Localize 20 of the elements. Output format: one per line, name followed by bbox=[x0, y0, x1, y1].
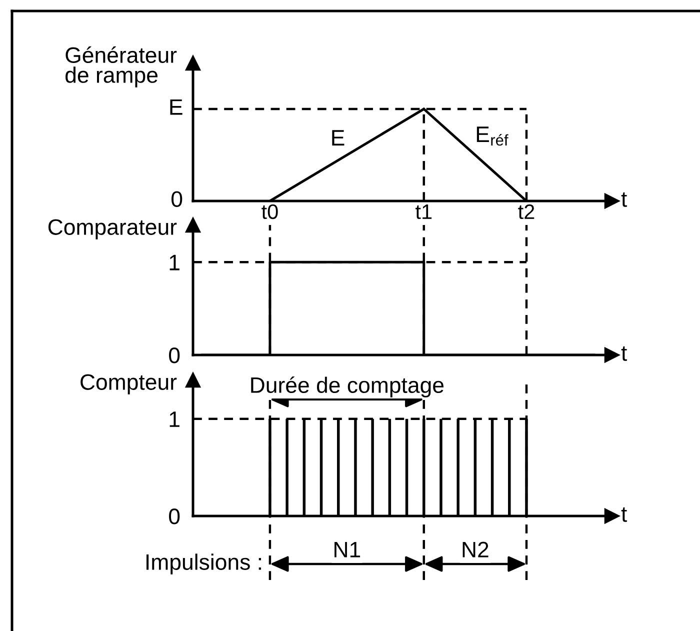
y-axis-title: Comparateur bbox=[48, 219, 177, 240]
x-tick-label: t0 bbox=[262, 204, 278, 220]
series-label: E bbox=[332, 130, 344, 146]
y-tick-label: 0 bbox=[169, 348, 180, 364]
text: N2 bbox=[462, 542, 488, 558]
y-tick-label: 1 bbox=[170, 412, 180, 427]
text: Impulsions : bbox=[146, 554, 261, 574]
y-axis-title: Générateur de rampe bbox=[66, 46, 177, 88]
x-axis-title: t bbox=[621, 346, 628, 361]
x-axis-title: t bbox=[621, 507, 628, 522]
x-tick-label: t2 bbox=[518, 204, 534, 220]
y-tick-label: 0 bbox=[169, 508, 180, 524]
x-tick-label: t1 bbox=[416, 204, 432, 220]
text: N1 bbox=[334, 542, 360, 558]
y-axis-title: Compteur bbox=[80, 374, 177, 394]
series-label: E$_{réf}$ bbox=[476, 126, 508, 146]
annotation: Durée de comptage bbox=[251, 376, 444, 398]
ref-line-label: E bbox=[170, 99, 182, 115]
y-tick-label: 1 bbox=[170, 254, 180, 270]
x-axis-title: t bbox=[621, 192, 628, 207]
